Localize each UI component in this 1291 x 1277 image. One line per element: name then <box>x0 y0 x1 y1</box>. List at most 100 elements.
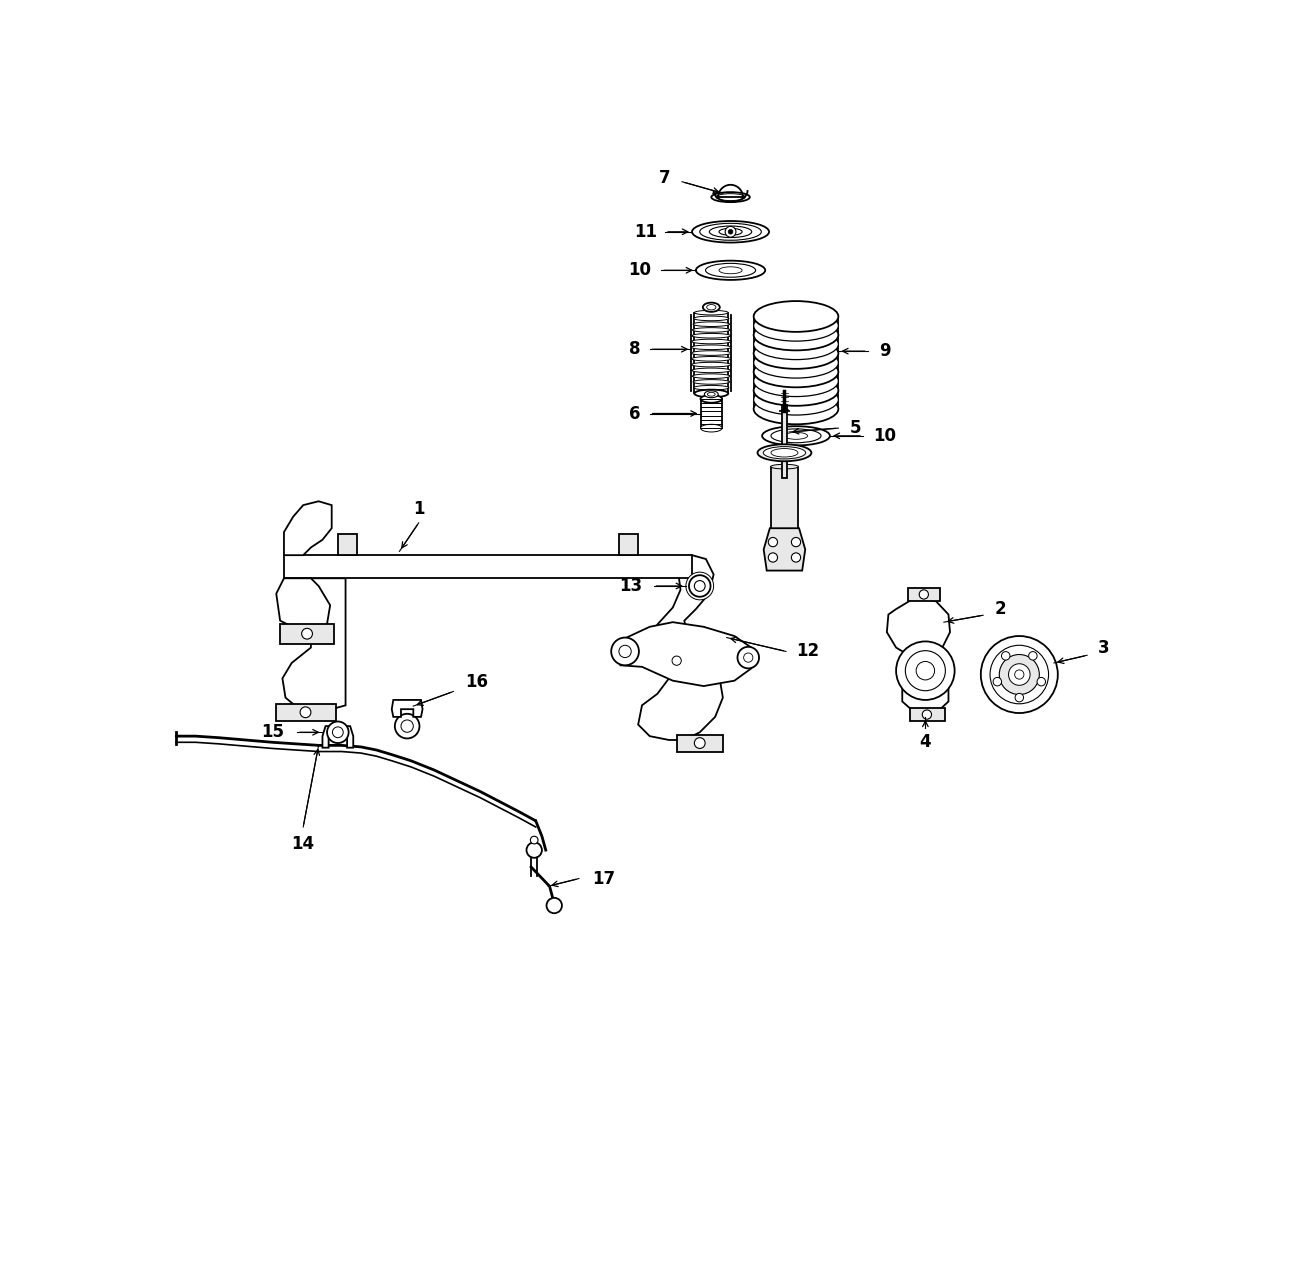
Bar <box>276 704 337 720</box>
Ellipse shape <box>700 223 762 240</box>
Polygon shape <box>638 555 723 739</box>
Ellipse shape <box>692 363 731 366</box>
Ellipse shape <box>754 319 838 350</box>
Text: 2: 2 <box>994 600 1006 618</box>
Ellipse shape <box>692 356 731 361</box>
Ellipse shape <box>754 310 838 341</box>
Bar <box>680 667 720 682</box>
Ellipse shape <box>711 192 750 202</box>
Ellipse shape <box>785 433 808 439</box>
Circle shape <box>689 575 710 596</box>
Circle shape <box>333 727 343 738</box>
Bar <box>280 624 334 644</box>
Circle shape <box>768 538 777 547</box>
Circle shape <box>791 538 800 547</box>
Polygon shape <box>764 529 806 571</box>
Bar <box>754 317 838 409</box>
Circle shape <box>922 710 932 719</box>
Text: 1: 1 <box>413 501 425 518</box>
Circle shape <box>695 738 705 748</box>
Ellipse shape <box>701 395 722 402</box>
Circle shape <box>1029 651 1037 660</box>
Text: 5: 5 <box>849 419 861 437</box>
Circle shape <box>768 553 777 562</box>
Ellipse shape <box>754 347 838 378</box>
Text: 8: 8 <box>629 340 640 359</box>
Polygon shape <box>391 700 422 716</box>
Ellipse shape <box>695 389 728 397</box>
Text: 13: 13 <box>618 577 642 595</box>
Circle shape <box>673 656 682 665</box>
Circle shape <box>981 636 1057 713</box>
Ellipse shape <box>692 333 731 338</box>
Text: 6: 6 <box>629 405 640 423</box>
Ellipse shape <box>754 328 838 360</box>
Circle shape <box>327 722 349 743</box>
Ellipse shape <box>706 304 717 310</box>
Text: 9: 9 <box>879 342 891 360</box>
Ellipse shape <box>717 194 745 200</box>
Polygon shape <box>338 534 358 555</box>
Ellipse shape <box>754 338 838 369</box>
Ellipse shape <box>693 322 729 327</box>
Ellipse shape <box>754 384 838 415</box>
Ellipse shape <box>693 386 729 389</box>
Text: 12: 12 <box>797 642 818 660</box>
Bar <box>695 313 728 393</box>
Ellipse shape <box>692 328 731 332</box>
Polygon shape <box>621 622 751 686</box>
Text: 16: 16 <box>465 673 488 691</box>
Ellipse shape <box>763 447 806 458</box>
Text: 3: 3 <box>1099 638 1110 656</box>
Circle shape <box>402 720 413 732</box>
Bar <box>676 734 723 752</box>
Ellipse shape <box>692 368 731 373</box>
Text: 4: 4 <box>919 733 931 751</box>
Polygon shape <box>276 578 330 632</box>
Polygon shape <box>323 727 354 747</box>
Ellipse shape <box>692 221 769 243</box>
Bar <box>908 587 940 601</box>
Polygon shape <box>887 598 950 713</box>
Ellipse shape <box>754 365 838 397</box>
Circle shape <box>917 661 935 679</box>
Text: 15: 15 <box>261 723 284 741</box>
Polygon shape <box>283 578 346 711</box>
Circle shape <box>300 707 311 718</box>
Text: 10: 10 <box>629 262 651 280</box>
Circle shape <box>999 655 1039 695</box>
Circle shape <box>1015 693 1024 702</box>
Circle shape <box>744 653 753 663</box>
Text: 10: 10 <box>873 427 896 444</box>
Ellipse shape <box>692 345 731 350</box>
Circle shape <box>546 898 562 913</box>
Ellipse shape <box>771 465 798 469</box>
Circle shape <box>695 581 705 591</box>
Circle shape <box>531 836 538 844</box>
Ellipse shape <box>762 427 830 446</box>
Text: 7: 7 <box>660 169 671 186</box>
Bar <box>701 398 722 428</box>
Ellipse shape <box>754 375 838 406</box>
Ellipse shape <box>691 351 731 355</box>
Bar <box>782 405 788 478</box>
Ellipse shape <box>693 317 729 321</box>
Circle shape <box>527 843 542 858</box>
Circle shape <box>686 572 714 600</box>
Polygon shape <box>284 502 332 555</box>
Ellipse shape <box>754 356 838 387</box>
Text: 17: 17 <box>593 870 615 888</box>
Ellipse shape <box>719 229 742 235</box>
Circle shape <box>896 641 954 700</box>
Circle shape <box>726 226 736 238</box>
Circle shape <box>905 651 945 691</box>
Text: 11: 11 <box>634 222 657 241</box>
Circle shape <box>1015 670 1024 679</box>
Circle shape <box>1002 651 1010 660</box>
Circle shape <box>919 590 928 599</box>
Circle shape <box>990 645 1048 704</box>
Ellipse shape <box>771 530 798 534</box>
Circle shape <box>302 628 312 638</box>
Ellipse shape <box>754 393 838 424</box>
Bar <box>771 466 798 533</box>
